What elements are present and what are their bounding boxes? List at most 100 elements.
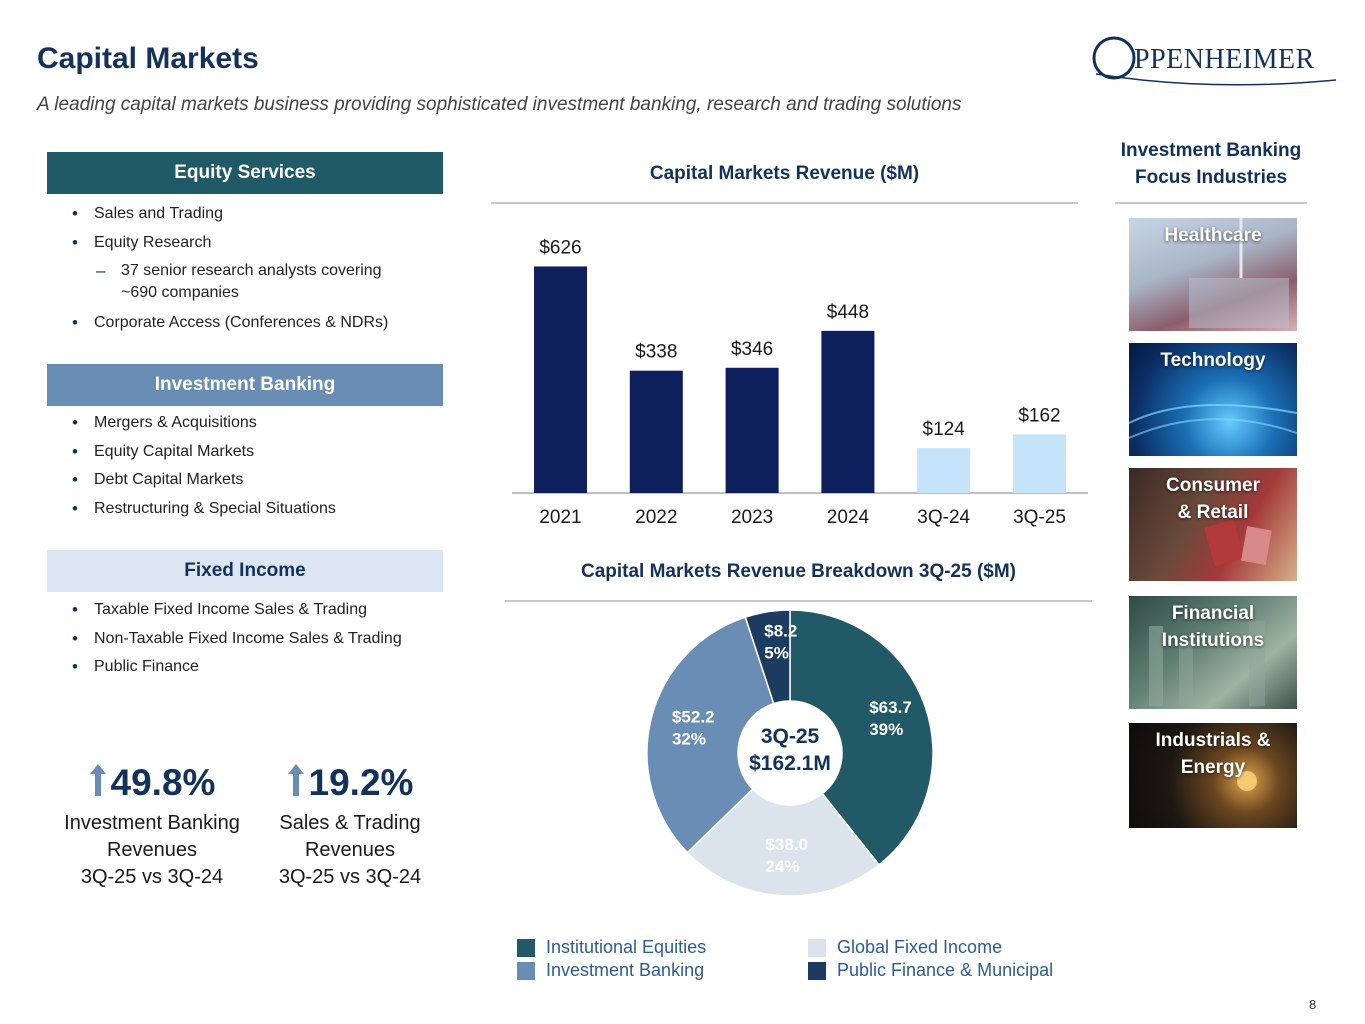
- healthcare-image-icon: [1189, 218, 1289, 328]
- bar-value-label: $346: [731, 339, 773, 360]
- industry-tile-line-1: Technology: [1160, 350, 1266, 371]
- industry-tile-label: Technology: [1129, 347, 1297, 374]
- sub-item-line-1: 37 senior research analysts covering: [121, 262, 382, 279]
- metric-label-line-1: Sales & Trading: [279, 812, 421, 834]
- x-tick-label: 2023: [731, 507, 773, 528]
- bar-chart-rule: [491, 202, 1078, 204]
- list-item: Corporate Access (Conferences & NDRs): [72, 312, 388, 341]
- industry-tile-label: Consumer & Retail: [1129, 472, 1297, 526]
- revenue-breakdown-donut: 3Q-25 $162.1M $63.7 39% $38.0 24% $52.2 32% $8…: [646, 609, 934, 897]
- industry-tile-healthcare: Healthcare: [1129, 218, 1297, 331]
- logo-o-icon: [1092, 36, 1337, 86]
- metric-label-line-2: Revenues: [106, 839, 198, 861]
- list-item: Sales and Trading: [72, 203, 388, 232]
- legend-label: Global Fixed Income: [837, 937, 1003, 957]
- industry-tile-consumer-retail: Consumer & Retail: [1129, 468, 1297, 581]
- shopping-bags-icon: [1204, 519, 1272, 567]
- focus-industries-rule: [1115, 202, 1307, 204]
- legend-label: Public Finance & Municipal: [837, 960, 1054, 980]
- bar-2023: [725, 367, 779, 493]
- x-tick-label: 3Q-24: [917, 507, 970, 528]
- industry-tile-line-2: Institutions: [1161, 630, 1265, 651]
- fixed-income-list: Taxable Fixed Income Sales & Trading Non…: [72, 599, 402, 685]
- list-item: Taxable Fixed Income Sales & Trading: [72, 599, 402, 628]
- industry-tile-line-1: Financial: [1171, 603, 1255, 624]
- legend-item-investment-banking: Investment Banking: [517, 960, 704, 981]
- metric-value: 19.2%: [308, 762, 414, 803]
- legend-label: Institutional Equities: [546, 937, 707, 957]
- investment-banking-header: Investment Banking: [47, 364, 443, 406]
- bar-3Q-24: [917, 448, 971, 493]
- x-tick-label: 2021: [539, 507, 581, 528]
- donut-center-line-2: $162.1M: [749, 752, 831, 775]
- st-revenue-growth-metric: 19.2% Sales & Trading Revenues 3Q-25 vs …: [255, 762, 445, 891]
- focus-heading-line-1: Investment Banking: [1120, 140, 1302, 161]
- slice-value-label: $8.2: [764, 621, 797, 640]
- slice-value-label: $63.7: [869, 698, 912, 717]
- oppenheimer-logo: PPENHEIMER: [1090, 34, 1340, 86]
- page-number: 8: [1309, 997, 1317, 1012]
- industry-tile-industrials-energy: Industrials & Energy: [1129, 723, 1297, 828]
- bar-3Q-25: [1013, 434, 1066, 493]
- donut-slice-1: [686, 788, 881, 897]
- focus-industries-heading: Investment Banking Focus Industries: [1115, 137, 1307, 191]
- up-arrow-icon: [287, 764, 304, 796]
- up-arrow-icon: [89, 764, 106, 796]
- legend-item-institutional-equities: Institutional Equities: [517, 937, 706, 958]
- page-subtitle: A leading capital markets business provi…: [37, 94, 962, 115]
- donut-chart-title: Capital Markets Revenue Breakdown 3Q-25 …: [580, 561, 1017, 582]
- industry-tile-label: Financial Institutions: [1129, 600, 1297, 654]
- industry-tile-line-1: Healthcare: [1164, 225, 1262, 246]
- industry-tile-line-2: & Retail: [1177, 502, 1249, 523]
- page-title: Capital Markets: [37, 42, 259, 75]
- industry-tile-label: Healthcare: [1129, 222, 1297, 249]
- legend-label: Investment Banking: [546, 960, 705, 980]
- bar-chart-title: Capital Markets Revenue ($M): [649, 163, 920, 184]
- x-tick-label: 2022: [635, 507, 677, 528]
- legend-item-public-finance: Public Finance & Municipal: [808, 960, 1053, 981]
- industry-tile-financial-institutions: Financial Institutions: [1129, 596, 1297, 709]
- equity-services-list: Sales and Trading Equity Research 37 sen…: [72, 203, 388, 341]
- list-sub-item: 37 senior research analysts covering ~69…: [72, 260, 388, 312]
- list-item: Restructuring & Special Situations: [72, 498, 336, 527]
- list-item: Public Finance: [72, 656, 402, 685]
- x-tick-label: 3Q-25: [1013, 507, 1066, 528]
- revenue-bar-chart: $626 2021 $338 2022 $346 2023 $448 2024 $124 3Q-2…: [512, 237, 1088, 528]
- bar-value-label: $162: [1018, 405, 1060, 426]
- slice-value-label: $52.2: [672, 707, 715, 726]
- industry-tile-line-1: Industrials &: [1155, 730, 1271, 751]
- metric-label-line-1: Investment Banking: [64, 812, 240, 834]
- bar-value-label: $124: [923, 419, 966, 440]
- list-item: Mergers & Acquisitions: [72, 412, 336, 441]
- technology-image-icon: [1129, 404, 1297, 439]
- focus-heading-line-2: Focus Industries: [1134, 167, 1288, 188]
- list-item: Equity Capital Markets: [72, 441, 336, 470]
- logo-wordmark: PPENHEIMER: [1134, 44, 1315, 75]
- slice-pct-label: 39%: [869, 720, 903, 739]
- list-item: Non-Taxable Fixed Income Sales & Trading: [72, 628, 402, 657]
- industry-tile-technology: Technology: [1129, 343, 1297, 456]
- x-tick-label: 2024: [827, 507, 870, 528]
- fixed-income-header: Fixed Income: [47, 550, 443, 592]
- industry-tile-label: Industrials & Energy: [1129, 727, 1297, 781]
- legend-swatch: [517, 961, 535, 980]
- energy-image-icon: [1237, 771, 1257, 791]
- slice-pct-label: 24%: [765, 857, 799, 876]
- donut-slice-2: [646, 616, 775, 854]
- investment-banking-list: Mergers & Acquisitions Equity Capital Ma…: [72, 412, 336, 526]
- donut-center-line-1: 3Q-25: [761, 725, 820, 748]
- donut-slice-0: [789, 609, 934, 866]
- equity-services-header: Equity Services: [47, 152, 443, 194]
- bar-2022: [629, 370, 683, 493]
- legend-swatch: [808, 938, 826, 957]
- bar-2024: [821, 330, 875, 493]
- bar-value-label: $448: [827, 302, 869, 323]
- bar-value-label: $626: [539, 237, 581, 258]
- legend-swatch: [517, 938, 535, 957]
- slice-pct-label: 32%: [672, 729, 706, 748]
- list-item: Equity Research: [72, 232, 388, 261]
- sub-item-line-2: ~690 companies: [121, 284, 239, 301]
- ib-revenue-growth-metric: 49.8% Investment Banking Revenues 3Q-25 …: [52, 762, 252, 891]
- metric-label-line-3: 3Q-25 vs 3Q-24: [278, 866, 422, 888]
- list-item: Debt Capital Markets: [72, 469, 336, 498]
